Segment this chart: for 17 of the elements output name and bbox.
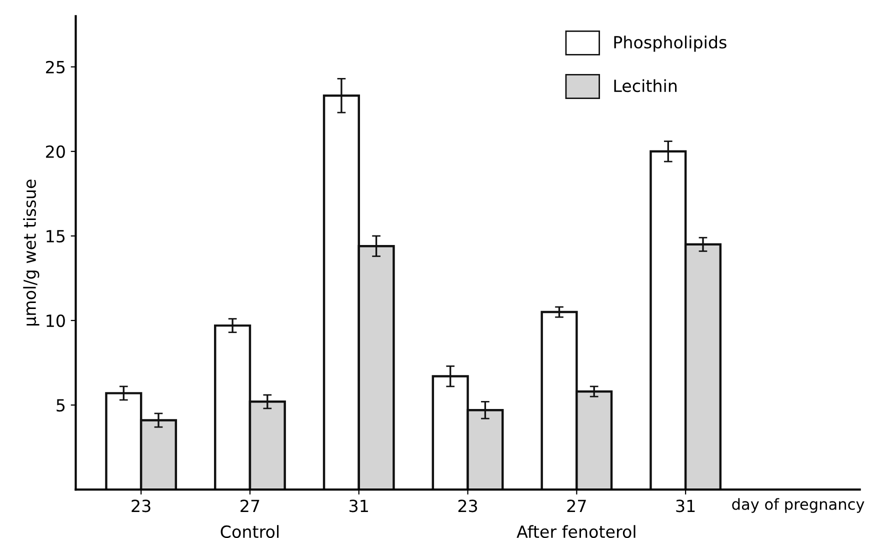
- x-tick-label: 27: [567, 500, 586, 512]
- y-axis-title: μmol/g wet tissue: [23, 180, 40, 326]
- y-tick-label: 5: [56, 399, 65, 412]
- x-axis-title: day of pregnancy: [732, 498, 864, 513]
- x-tick-label: 23: [458, 500, 478, 512]
- legend-label: Phospholipids: [614, 36, 726, 52]
- legend-label: Lecithin: [614, 79, 677, 92]
- text: After fenoterol: [516, 525, 636, 538]
- x-tick-label: 31: [350, 500, 368, 512]
- x-tick-label: 31: [676, 500, 695, 512]
- x-tick-label: 23: [132, 500, 150, 512]
- y-tick-label: 20: [46, 145, 65, 158]
- y-tick-label: 25: [46, 60, 65, 74]
- text: Control: [220, 525, 279, 538]
- y-tick-label: 10: [46, 314, 65, 328]
- y-tick-label: 15: [46, 230, 65, 243]
- x-tick-label: 27: [240, 500, 260, 512]
